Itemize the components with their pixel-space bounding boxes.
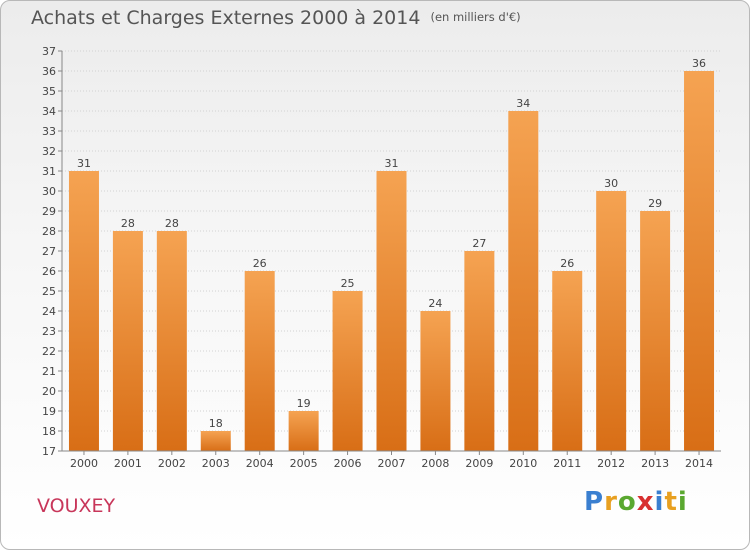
bar — [288, 411, 319, 451]
bar — [244, 271, 275, 451]
y-tick-label: 30 — [42, 185, 56, 198]
bar — [68, 171, 99, 451]
bar-value-label: 28 — [165, 217, 179, 230]
bar — [376, 171, 407, 451]
x-tick-label: 2005 — [290, 457, 318, 470]
bar — [552, 271, 583, 451]
y-tick-label: 37 — [42, 45, 56, 58]
chart-title-text: Achats et Charges Externes 2000 à 2014 — [31, 7, 421, 29]
bar-value-label: 18 — [209, 417, 223, 430]
y-tick-label: 32 — [42, 145, 56, 158]
y-tick-label: 24 — [42, 305, 56, 318]
x-tick-label: 2006 — [334, 457, 362, 470]
y-tick-label: 27 — [42, 245, 56, 258]
bar-value-label: 19 — [297, 397, 311, 410]
y-tick-label: 23 — [42, 325, 56, 338]
bar-value-label: 25 — [341, 277, 355, 290]
proxiti-logo: Proxiti — [584, 487, 688, 517]
bar — [332, 291, 363, 451]
y-tick-label: 31 — [42, 165, 56, 178]
x-tick-label: 2013 — [641, 457, 669, 470]
bar — [420, 311, 451, 451]
x-tick-label: 2004 — [246, 457, 274, 470]
bar-value-label: 36 — [692, 57, 706, 70]
bar — [200, 431, 231, 451]
bar — [596, 191, 627, 451]
logo-letter: P — [584, 487, 605, 517]
y-tick-label: 17 — [42, 445, 56, 458]
x-tick-label: 2010 — [509, 457, 537, 470]
y-tick-label: 22 — [42, 345, 56, 358]
city-name: VOUXEY — [37, 495, 116, 517]
bar-value-label: 29 — [648, 197, 662, 210]
logo-letter: x — [636, 487, 655, 517]
chart-title: Achats et Charges Externes 2000 à 2014 (e… — [31, 7, 521, 29]
y-tick-label: 26 — [42, 265, 56, 278]
logo-letter: i — [654, 487, 665, 517]
x-tick-label: 2011 — [553, 457, 581, 470]
logo-letter: o — [617, 487, 637, 517]
x-tick-label: 2008 — [421, 457, 449, 470]
bar — [684, 71, 715, 451]
x-tick-label: 2014 — [685, 457, 713, 470]
bar-value-label: 28 — [121, 217, 135, 230]
y-tick-label: 33 — [42, 125, 56, 138]
x-tick-label: 2000 — [70, 457, 98, 470]
bar-value-label: 31 — [385, 157, 399, 170]
logo-letter: t — [664, 487, 678, 517]
chart-unit: (en milliers d'€) — [430, 10, 521, 24]
y-tick-label: 19 — [42, 405, 56, 418]
y-tick-label: 35 — [42, 85, 56, 98]
bar — [112, 231, 143, 451]
y-tick-label: 34 — [42, 105, 56, 118]
logo-letter: i — [677, 487, 688, 517]
bar-value-label: 34 — [516, 97, 530, 110]
y-tick-label: 25 — [42, 285, 56, 298]
y-tick-label: 21 — [42, 365, 56, 378]
y-tick-label: 18 — [42, 425, 56, 438]
bar-value-label: 30 — [604, 177, 618, 190]
bar — [508, 111, 539, 451]
y-tick-label: 20 — [42, 385, 56, 398]
bar — [464, 251, 495, 451]
x-tick-label: 2003 — [202, 457, 230, 470]
x-tick-label: 2002 — [158, 457, 186, 470]
x-tick-label: 2001 — [114, 457, 142, 470]
x-tick-label: 2007 — [378, 457, 406, 470]
x-tick-label: 2012 — [597, 457, 625, 470]
bar-value-label: 31 — [77, 157, 91, 170]
y-tick-label: 29 — [42, 205, 56, 218]
y-tick-label: 36 — [42, 65, 56, 78]
bar-value-label: 26 — [560, 257, 574, 270]
x-tick-label: 2009 — [465, 457, 493, 470]
bar — [640, 211, 671, 451]
bar — [156, 231, 187, 451]
bar-value-label: 27 — [472, 237, 486, 250]
bar-value-label: 24 — [428, 297, 442, 310]
logo-letter: r — [604, 487, 618, 517]
y-tick-label: 28 — [42, 225, 56, 238]
bar-value-label: 26 — [253, 257, 267, 270]
